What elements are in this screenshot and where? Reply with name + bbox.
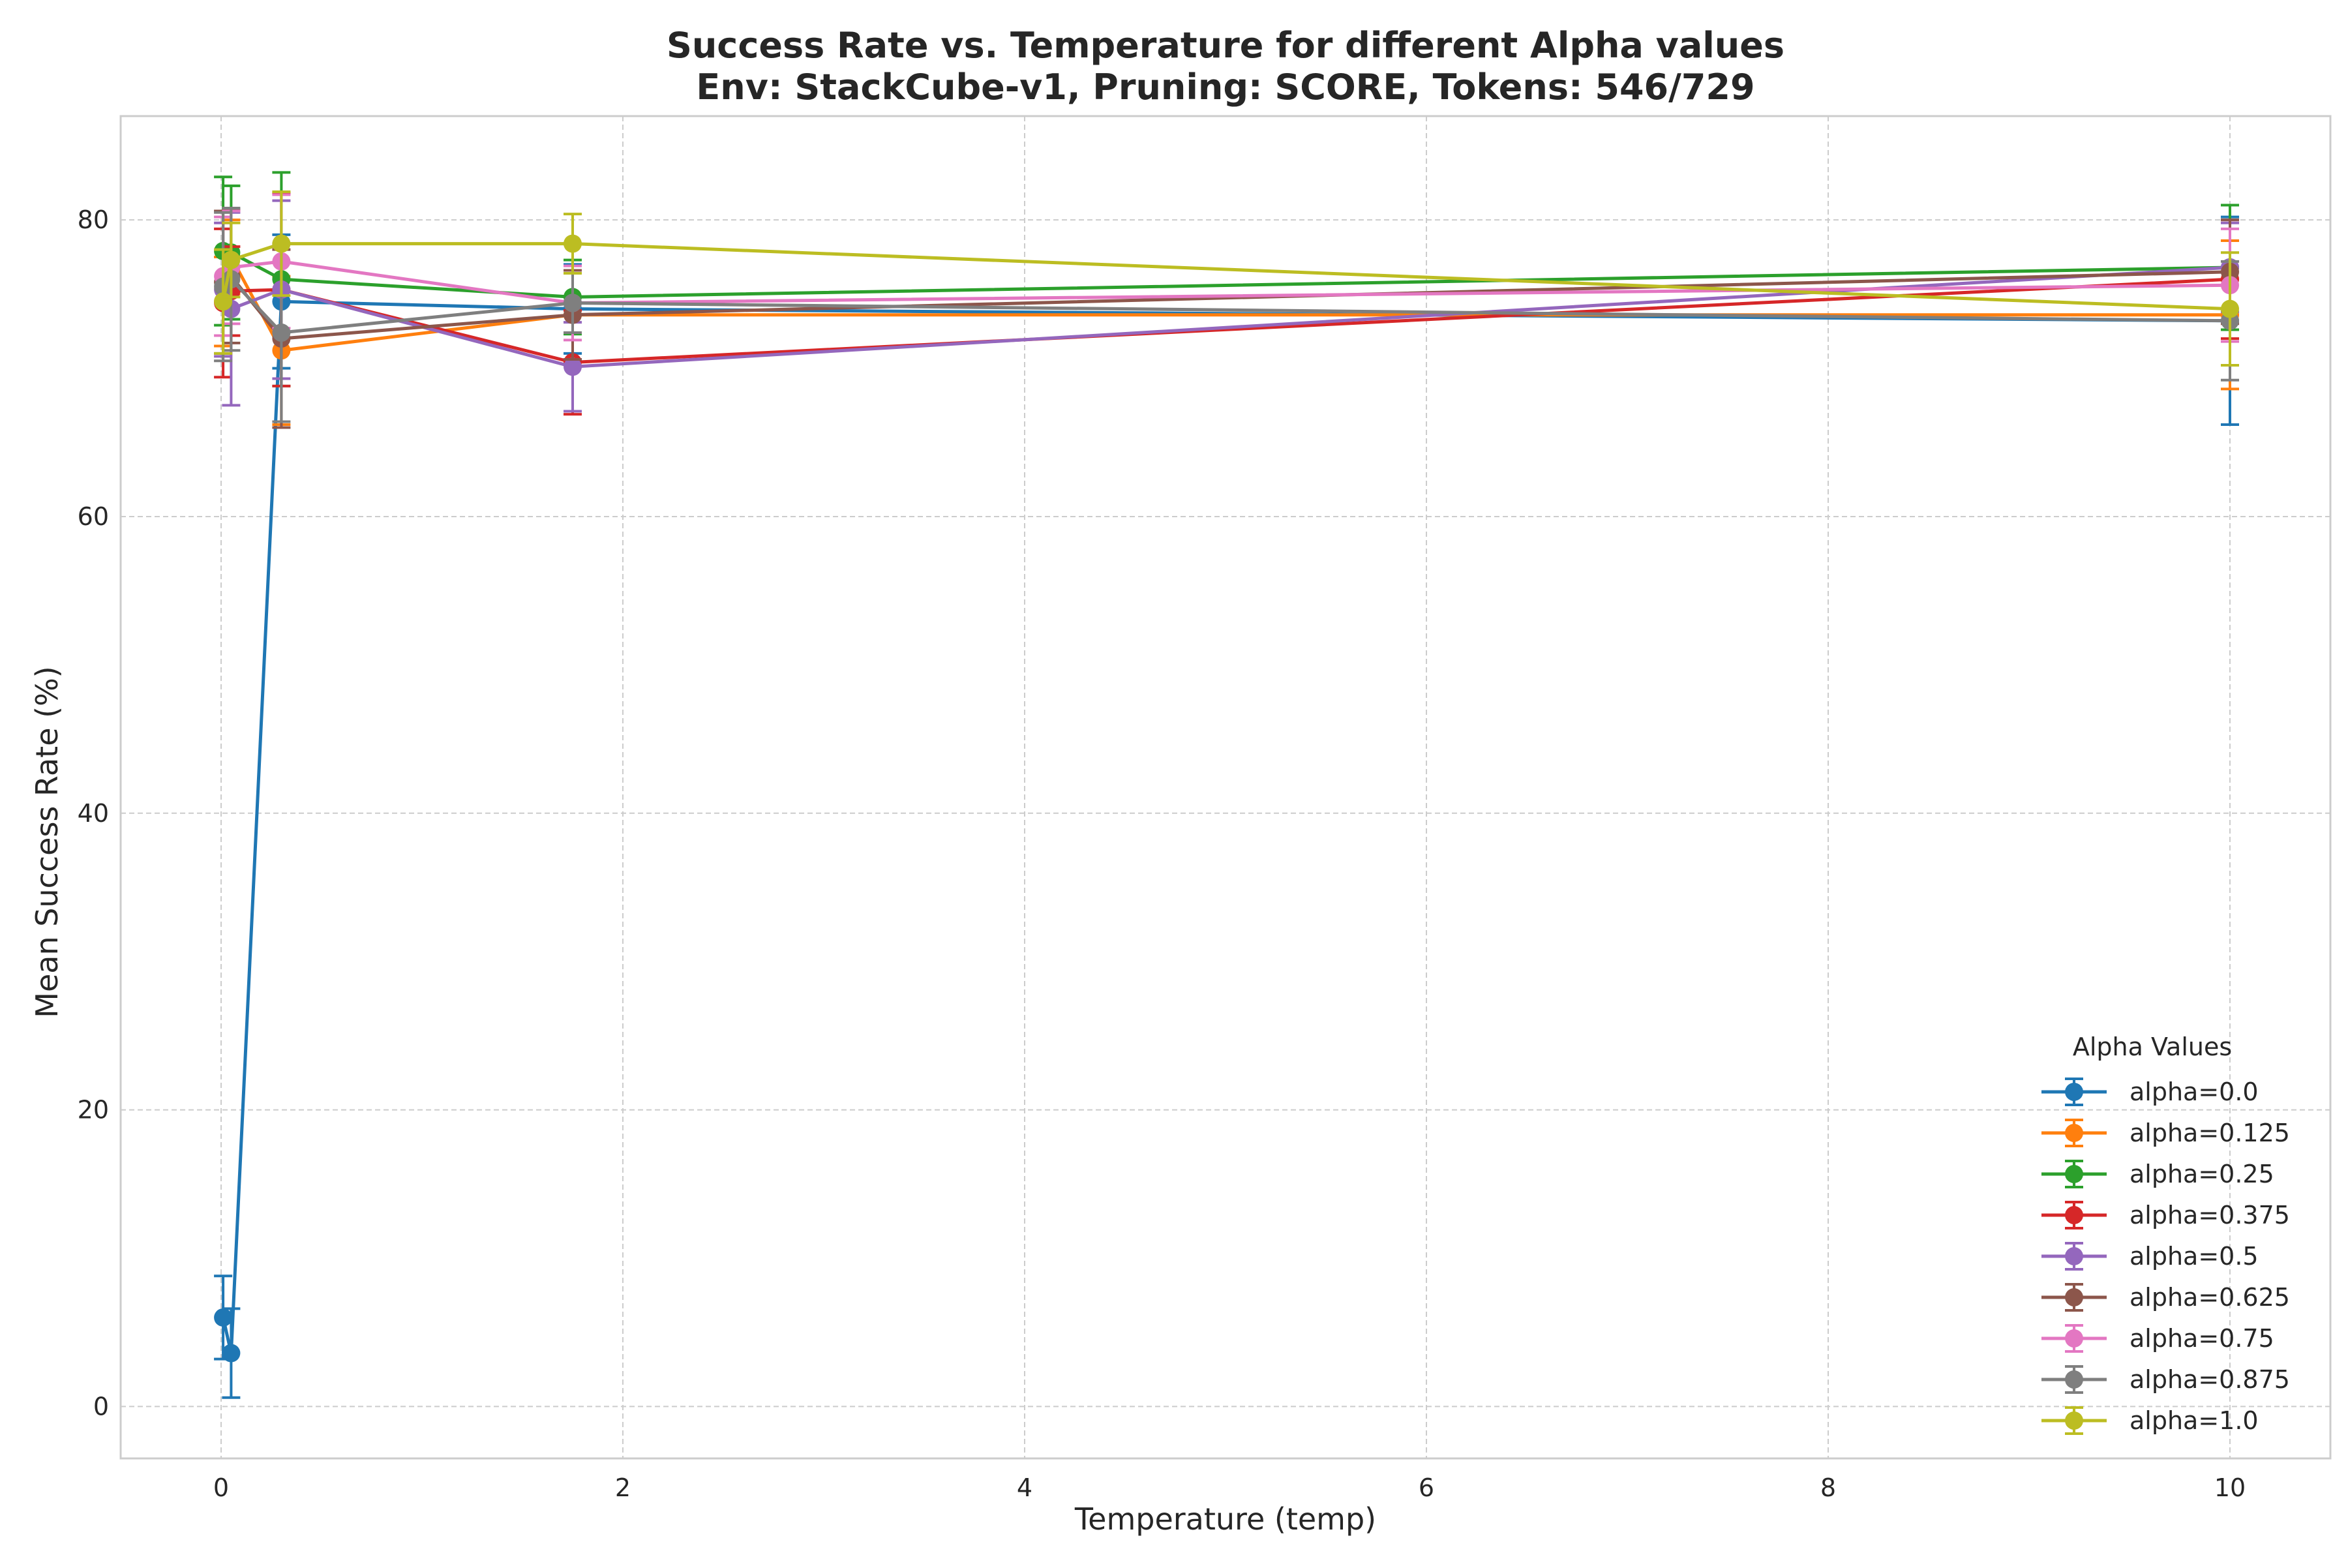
legend-label: alpha=1.0 xyxy=(2130,1406,2259,1435)
data-point xyxy=(272,324,291,342)
legend-marker xyxy=(2065,1329,2083,1348)
data-point xyxy=(564,234,582,253)
legend-label: alpha=0.0 xyxy=(2130,1078,2259,1106)
legend-label: alpha=0.5 xyxy=(2130,1242,2259,1271)
data-point xyxy=(2221,299,2239,318)
data-point xyxy=(564,357,582,376)
x-tick-label: 8 xyxy=(1820,1473,1836,1502)
legend-label: alpha=0.625 xyxy=(2130,1283,2290,1312)
legend-marker xyxy=(2065,1206,2083,1224)
legend-marker xyxy=(2065,1083,2083,1101)
y-tick-label: 80 xyxy=(78,205,109,234)
x-tick-label: 10 xyxy=(2214,1473,2246,1502)
legend-marker xyxy=(2065,1165,2083,1183)
y-axis-label: Mean Success Rate (%) xyxy=(29,666,65,1018)
legend-marker xyxy=(2065,1370,2083,1389)
legend-title: Alpha Values xyxy=(2073,1033,2232,1061)
legend-item: alpha=0.75 xyxy=(2041,1324,2274,1353)
legend-label: alpha=0.25 xyxy=(2130,1160,2274,1188)
legend-item: alpha=0.5 xyxy=(2041,1242,2259,1271)
legend-marker xyxy=(2065,1411,2083,1430)
legend-item: alpha=0.375 xyxy=(2041,1201,2290,1229)
legend-item: alpha=0.875 xyxy=(2041,1365,2290,1394)
y-tick-label: 20 xyxy=(78,1096,109,1124)
legend-label: alpha=0.125 xyxy=(2130,1119,2290,1147)
y-tick-label: 40 xyxy=(78,799,109,828)
data-point xyxy=(214,1308,233,1327)
x-tick-label: 4 xyxy=(1017,1473,1032,1502)
chart-title: Success Rate vs. Temperature for differe… xyxy=(667,25,1784,66)
legend-marker xyxy=(2065,1247,2083,1265)
data-point xyxy=(222,1344,241,1363)
y-tick-label: 60 xyxy=(78,502,109,531)
data-point xyxy=(272,234,291,253)
legend-item: alpha=0.625 xyxy=(2041,1283,2290,1312)
legend-item: alpha=0.25 xyxy=(2041,1160,2274,1188)
data-point xyxy=(214,292,233,311)
grid-lines xyxy=(121,116,2330,1458)
y-tick-label: 0 xyxy=(93,1392,109,1421)
legend-marker xyxy=(2065,1288,2083,1306)
legend-label: alpha=0.75 xyxy=(2130,1324,2274,1353)
x-axis-label: Temperature (temp) xyxy=(1074,1501,1376,1537)
legend-item: alpha=0.125 xyxy=(2041,1119,2290,1147)
legend: Alpha Values alpha=0.0 alpha=0.125 alpha=0… xyxy=(2041,1033,2290,1435)
legend-label: alpha=0.875 xyxy=(2130,1365,2290,1394)
data-point xyxy=(564,294,582,312)
axis-ticks: 0 2 4 6 8 10 0 20 40 60 80 xyxy=(78,205,2246,1502)
legend-marker xyxy=(2065,1124,2083,1142)
x-tick-label: 0 xyxy=(213,1473,229,1502)
legend-item: alpha=0.0 xyxy=(2041,1078,2259,1106)
chart-subtitle: Env: StackCube-v1, Pruning: SCORE, Token… xyxy=(696,67,1754,108)
plot-frame xyxy=(119,115,2332,1460)
legend-label: alpha=0.375 xyxy=(2130,1201,2290,1229)
series-layer xyxy=(214,171,2239,1399)
data-point xyxy=(222,250,241,269)
x-tick-label: 6 xyxy=(1419,1473,1434,1502)
x-tick-label: 2 xyxy=(615,1473,631,1502)
legend-item: alpha=1.0 xyxy=(2041,1406,2259,1435)
series-alpha=1.0 xyxy=(214,190,2239,367)
